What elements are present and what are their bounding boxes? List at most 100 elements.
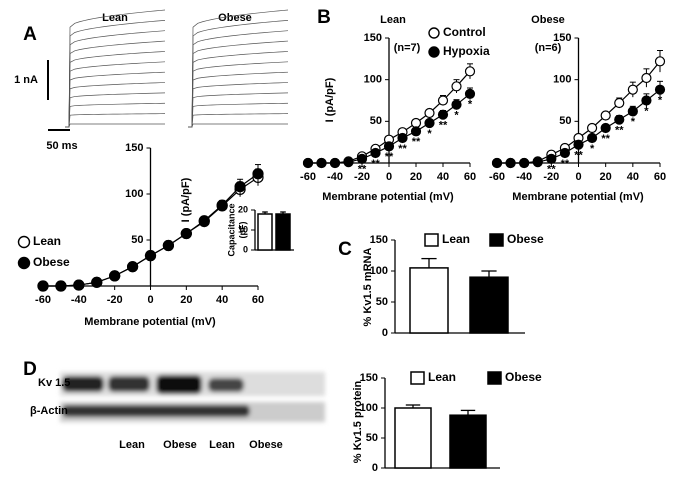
current-trace xyxy=(65,82,166,128)
panel-letter: D xyxy=(23,359,37,380)
marker xyxy=(37,280,49,292)
significance-label: ** xyxy=(601,133,610,145)
current-trace xyxy=(65,9,166,128)
marker xyxy=(302,157,314,169)
chart-title: Lean xyxy=(380,14,406,26)
x-axis-label: Membrane potential (mV) xyxy=(84,316,216,328)
y-tick-label: 100 xyxy=(364,74,382,86)
y-tick-label: 100 xyxy=(553,74,571,86)
marker xyxy=(252,168,264,180)
chart-title: Obese xyxy=(531,14,565,26)
y-axis-label: % Kv1.5 protein xyxy=(352,380,364,463)
marker xyxy=(126,261,139,273)
legend-label: Control xyxy=(443,25,486,39)
blot-lane-label: Obese xyxy=(163,439,197,451)
y-tick-label: 20 xyxy=(238,204,248,214)
x-tick-label: 0 xyxy=(575,171,581,183)
significance-label: * xyxy=(590,143,595,155)
y-tick-label: 0 xyxy=(372,462,378,474)
marker xyxy=(356,153,368,164)
marker xyxy=(641,72,652,84)
marker xyxy=(234,181,246,193)
y-axis-label: I (pA/pF) xyxy=(324,77,336,122)
marker xyxy=(505,157,516,169)
panel-letter: B xyxy=(317,7,331,28)
y-axis-label: I (pA/pF) xyxy=(180,177,192,222)
y-tick-label: 0 xyxy=(382,327,388,339)
marker xyxy=(424,117,435,129)
y-tick-label: 50 xyxy=(366,432,378,444)
x-axis-label: Membrane potential (mV) xyxy=(322,191,454,203)
legend-label: Lean xyxy=(33,234,61,248)
legend-label: Lean xyxy=(428,370,456,384)
marker xyxy=(198,215,210,227)
significance-label: ** xyxy=(574,150,583,162)
y-axis-label: (pF) xyxy=(237,222,247,239)
y-tick-label: 10 xyxy=(238,224,248,234)
y-tick-label: 50 xyxy=(376,296,388,308)
marker xyxy=(437,109,449,120)
x-tick-label: -40 xyxy=(71,294,87,306)
x-tick-label: -60 xyxy=(35,294,51,306)
legend-swatch xyxy=(410,371,425,385)
marker xyxy=(586,122,598,134)
significance-label: ** xyxy=(398,143,407,155)
marker xyxy=(109,270,121,282)
x-tick-label: 20 xyxy=(410,171,422,183)
scale-label: 50 ms xyxy=(46,140,77,152)
bar xyxy=(257,213,273,251)
marker xyxy=(343,157,354,168)
legend-marker xyxy=(17,256,31,270)
panel-letter: C xyxy=(338,239,352,260)
marker xyxy=(532,157,543,168)
current-trace xyxy=(188,71,289,128)
scale-label: 1 nA xyxy=(14,74,38,86)
y-tick-label: 150 xyxy=(360,372,378,384)
current-trace xyxy=(188,113,289,128)
current-trace xyxy=(65,61,166,128)
current-trace xyxy=(65,40,166,128)
x-tick-label: 0 xyxy=(147,294,153,306)
current-trace xyxy=(65,113,166,128)
marker xyxy=(410,117,422,129)
y-tick-label: 150 xyxy=(553,32,571,44)
current-trace xyxy=(188,40,289,128)
x-tick-label: -20 xyxy=(543,171,559,183)
x-tick-label: 40 xyxy=(437,171,449,183)
blot-lane-label: Lean xyxy=(119,439,145,451)
marker xyxy=(424,107,435,119)
marker xyxy=(600,110,611,121)
blot-row-label: β-Actin xyxy=(30,405,68,417)
marker xyxy=(216,199,228,211)
current-trace xyxy=(188,82,289,128)
x-tick-label: 40 xyxy=(627,171,639,183)
marker xyxy=(559,147,571,159)
marker xyxy=(627,106,638,117)
current-trace xyxy=(65,71,166,128)
blot-band xyxy=(62,405,250,417)
legend-swatch xyxy=(487,371,502,385)
y-tick-label: 150 xyxy=(364,32,382,44)
current-trace xyxy=(65,19,166,128)
significance-label: ** xyxy=(547,164,556,176)
x-tick-label: -60 xyxy=(489,171,505,183)
legend-label: Lean xyxy=(442,232,470,246)
current-trace xyxy=(65,30,166,128)
blot-band xyxy=(62,376,104,392)
blot-band xyxy=(108,376,150,392)
x-tick-label: -20 xyxy=(354,171,370,183)
marker xyxy=(614,114,625,125)
legend-marker xyxy=(17,235,31,249)
trace-title: Obese xyxy=(218,12,252,24)
marker xyxy=(654,56,666,67)
marker xyxy=(73,279,85,291)
current-trace xyxy=(188,30,289,128)
significance-label: * xyxy=(631,116,636,128)
marker xyxy=(614,97,625,109)
current-trace xyxy=(65,92,166,128)
y-axis-label: Capacitance xyxy=(226,203,236,256)
significance-label: * xyxy=(454,110,459,122)
bar xyxy=(469,276,509,334)
marker xyxy=(410,126,422,137)
